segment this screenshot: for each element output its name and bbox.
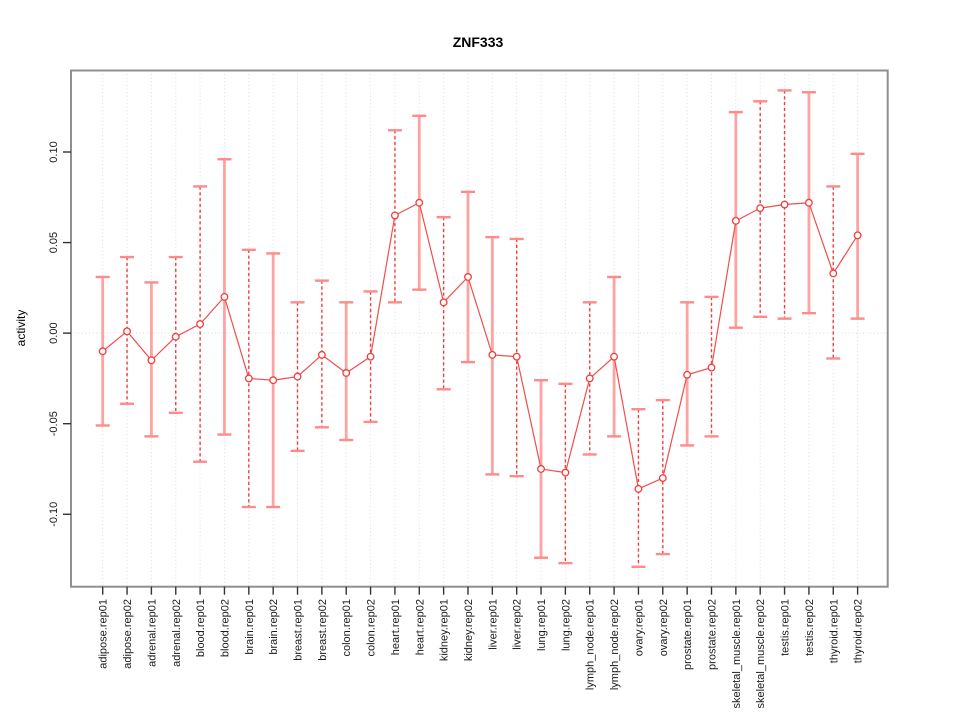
x-tick-label: colon.rep01 xyxy=(341,599,353,657)
data-point-blood.rep02 xyxy=(220,292,229,301)
x-tick-label: breast.rep02 xyxy=(317,599,329,661)
data-point-ovary.rep02 xyxy=(658,474,667,482)
x-tick-label: liver.rep02 xyxy=(512,599,524,650)
x-tick-label: brain.rep02 xyxy=(268,599,280,655)
data-point-prostate.rep02 xyxy=(707,363,716,372)
data-point-kidney.rep01 xyxy=(439,298,448,307)
grid-layer xyxy=(71,70,888,587)
x-tick-label: colon.rep02 xyxy=(366,599,378,657)
data-point-liver.rep01 xyxy=(488,350,497,359)
data-point-thyroid.rep02 xyxy=(853,231,862,240)
x-tick-label: kidney.rep01 xyxy=(439,599,451,661)
x-tick-label: liver.rep01 xyxy=(487,599,499,650)
x-tick-label: lymph_node.rep01 xyxy=(585,599,597,690)
data-point-prostate.rep01 xyxy=(683,370,692,379)
data-layer xyxy=(95,89,865,568)
data-point-blood.rep01 xyxy=(196,320,205,329)
x-tick-label: skeletal_muscle.rep01 xyxy=(731,599,743,708)
data-point-brain.rep02 xyxy=(269,376,278,385)
x-tick-label: adipose.rep02 xyxy=(122,599,134,669)
data-point-testis.rep02 xyxy=(804,198,813,207)
data-point-breast.rep01 xyxy=(293,372,302,381)
data-point-skeletal_muscle.rep01 xyxy=(731,216,740,225)
data-point-heart.rep02 xyxy=(415,198,424,207)
x-tick-label: lung.rep02 xyxy=(560,599,572,651)
x-tick-label: lymph_node.rep02 xyxy=(609,599,621,690)
x-tick-label: ovary.rep02 xyxy=(658,599,670,656)
data-point-lung.rep02 xyxy=(561,468,570,477)
x-tick-label: kidney.rep02 xyxy=(463,599,475,661)
x-tick-label: heart.rep02 xyxy=(414,599,426,655)
x-tick-label: testis.rep01 xyxy=(780,599,792,656)
data-point-heart.rep01 xyxy=(390,211,399,220)
data-point-testis.rep01 xyxy=(780,200,789,209)
x-tick-label: testis.rep02 xyxy=(804,599,816,656)
data-point-lung.rep01 xyxy=(537,465,545,473)
data-point-lymph_node.rep01 xyxy=(585,374,594,383)
data-point-adrenal.rep01 xyxy=(147,356,156,365)
data-point-breast.rep02 xyxy=(317,350,326,359)
data-point-ovary.rep01 xyxy=(634,484,643,493)
y-tick-label: 0.00 xyxy=(48,322,60,343)
x-tick-label: adipose.rep01 xyxy=(98,599,110,669)
data-point-lymph_node.rep02 xyxy=(610,352,619,361)
x-tick-label: thyroid.rep01 xyxy=(828,599,840,663)
axis-layer: 0.10 0.05 0.00 -0.05 -0.10 adipose.rep01 adipo… xyxy=(48,69,889,708)
data-point-skeletal_muscle.rep02 xyxy=(756,204,765,213)
x-tick-label: prostate.rep01 xyxy=(682,599,694,670)
data-point-liver.rep02 xyxy=(512,352,521,361)
x-tick-label: breast.rep01 xyxy=(293,599,305,661)
data-point-adrenal.rep02 xyxy=(171,332,180,341)
data-point-kidney.rep02 xyxy=(464,273,472,281)
x-tick-label: brain.rep01 xyxy=(244,599,256,655)
data-point-thyroid.rep01 xyxy=(829,269,838,278)
x-tick-label: adrenal.rep01 xyxy=(146,599,158,667)
x-tick-label: ovary.rep01 xyxy=(633,599,645,656)
data-point-colon.rep01 xyxy=(342,369,351,377)
x-tick-label: heart.rep01 xyxy=(390,599,402,655)
x-tick-label: thyroid.rep02 xyxy=(853,599,865,663)
chart-title: ZNF333 xyxy=(453,34,504,50)
data-point-brain.rep01 xyxy=(244,374,253,383)
y-axis-label: activity xyxy=(14,310,28,347)
x-tick-label: skeletal_muscle.rep02 xyxy=(755,599,767,708)
x-tick-label: blood.rep01 xyxy=(195,599,207,657)
y-tick-label: -0.10 xyxy=(48,502,60,527)
y-tick-label: 0.05 xyxy=(48,232,60,253)
data-point-colon.rep02 xyxy=(366,352,375,361)
plot-box xyxy=(70,69,889,588)
y-tick-label: 0.10 xyxy=(48,141,60,162)
data-point-adipose.rep01 xyxy=(98,347,107,356)
y-tick-label: -0.05 xyxy=(48,411,60,436)
x-tick-label: adrenal.rep02 xyxy=(171,599,183,667)
x-tick-label: blood.rep02 xyxy=(219,599,231,657)
x-tick-label: lung.rep01 xyxy=(536,599,548,651)
data-point-adipose.rep02 xyxy=(123,327,132,336)
series-line-activity xyxy=(102,201,859,490)
x-tick-label: prostate.rep02 xyxy=(707,599,719,670)
